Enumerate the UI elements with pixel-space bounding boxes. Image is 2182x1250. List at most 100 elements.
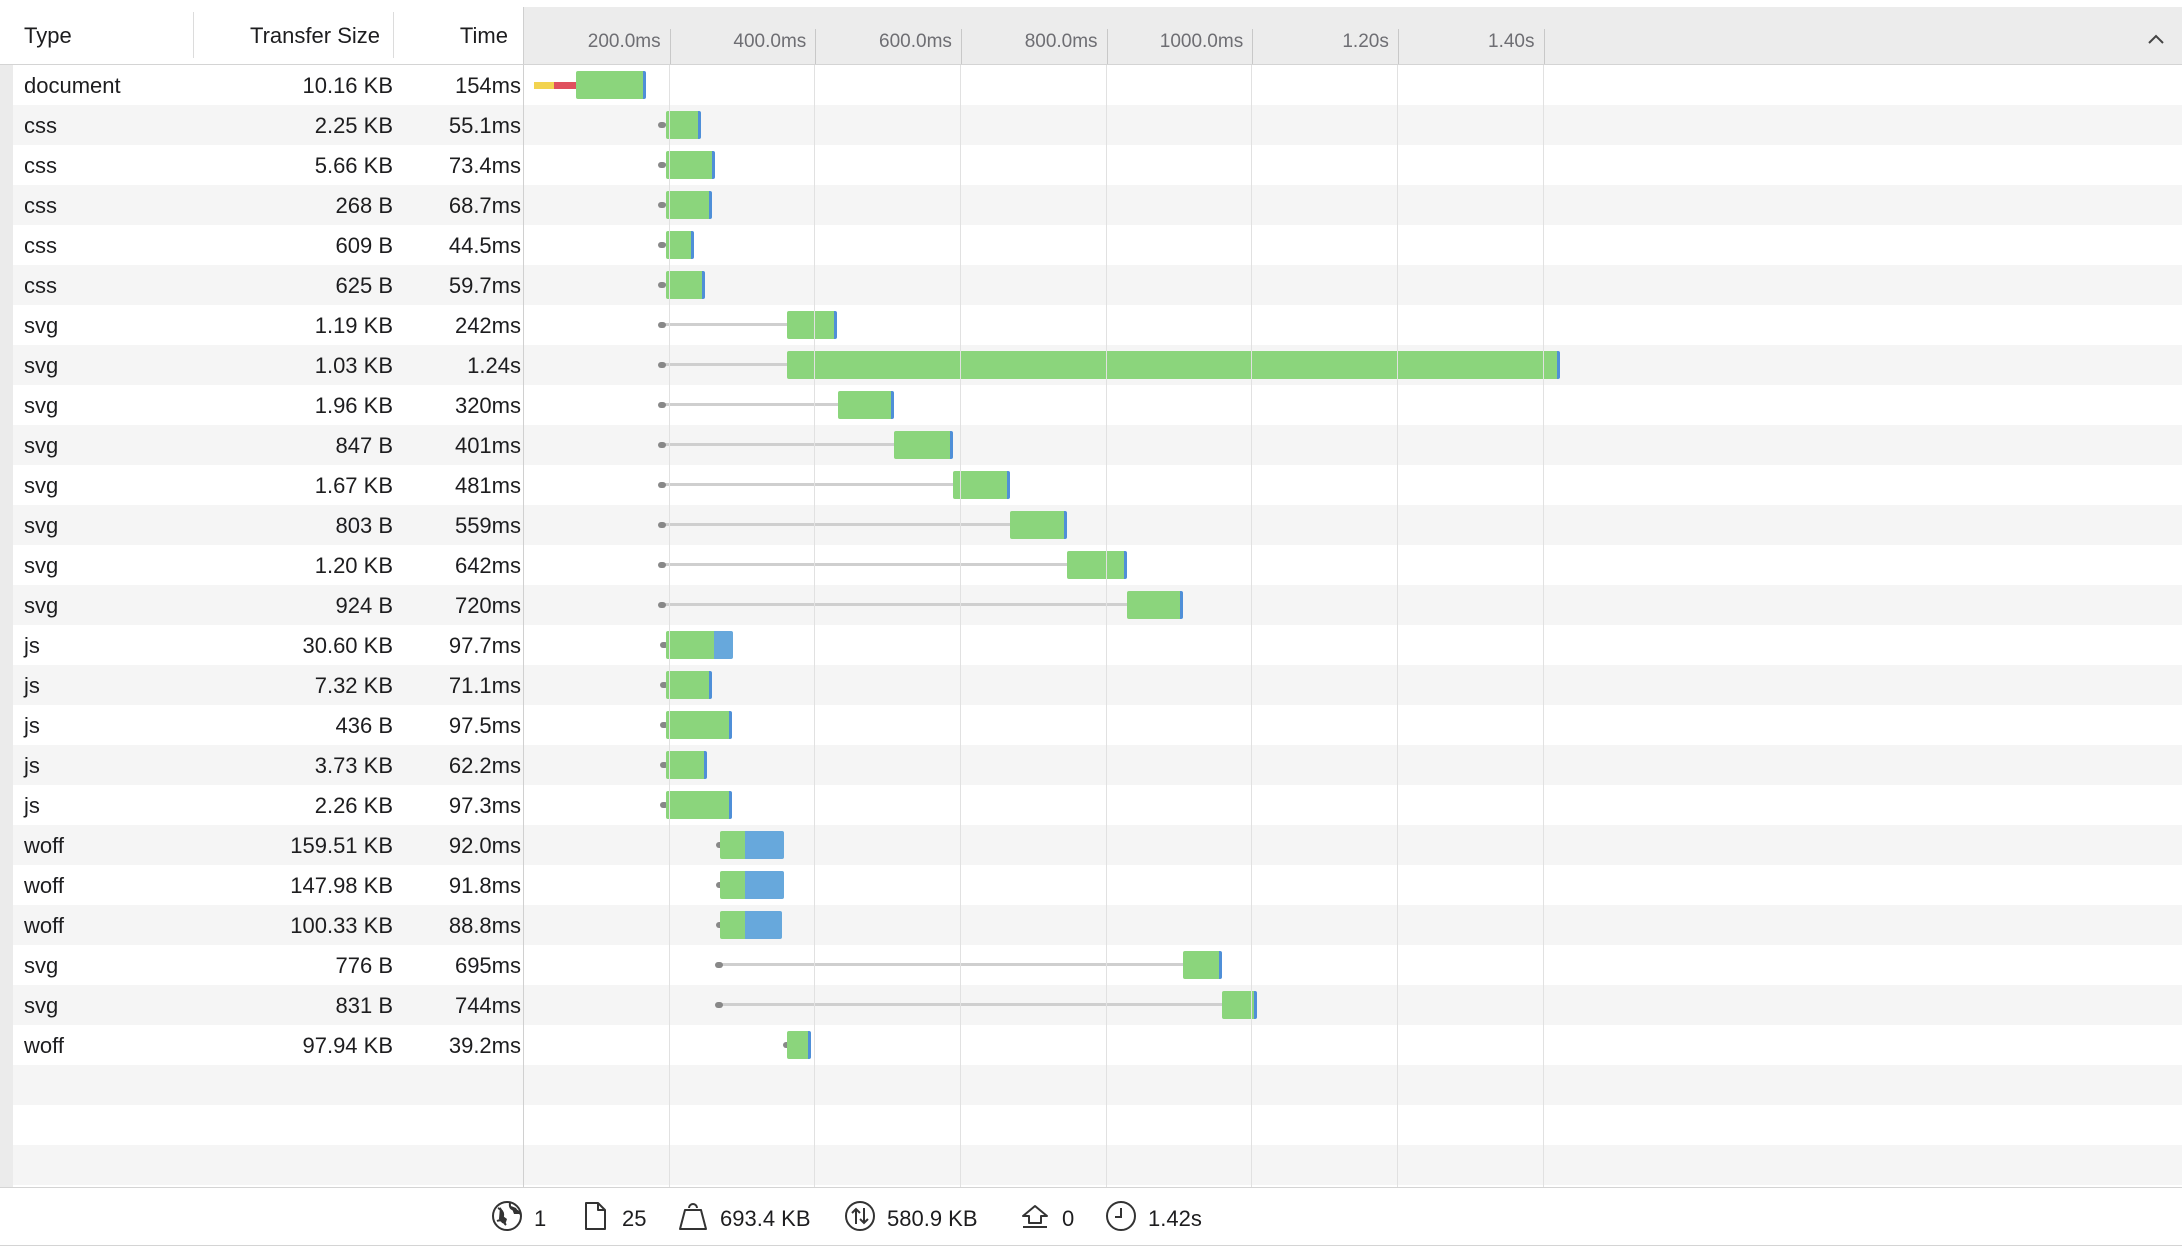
request-transfer-size: 268 B: [335, 193, 394, 218]
waiting-segment: [1183, 951, 1220, 979]
waiting-segment: [666, 111, 699, 139]
request-row[interactable]: css 5.66 KB 73.4ms: [13, 145, 2182, 185]
request-row[interactable]: svg 803 B 559ms: [13, 505, 2182, 545]
empty-row: [13, 1105, 2182, 1145]
request-timing-bar[interactable]: [720, 911, 782, 939]
request-timing-bar[interactable]: [666, 671, 713, 699]
request-timing-bar[interactable]: [952, 471, 1011, 499]
request-type: js: [24, 793, 40, 818]
receiving-segment: [745, 911, 782, 939]
request-timing-bar[interactable]: [786, 311, 837, 339]
request-timing-bar[interactable]: [666, 711, 732, 739]
request-type: css: [24, 113, 57, 138]
request-row[interactable]: svg 924 B 720ms: [13, 585, 2182, 625]
request-row[interactable]: svg 1.67 KB 481ms: [13, 465, 2182, 505]
request-row[interactable]: svg 847 B 401ms: [13, 425, 2182, 465]
receiving-segment: [808, 1031, 812, 1059]
request-row[interactable]: js 436 B 97.5ms: [13, 705, 2182, 745]
receiving-segment: [728, 791, 732, 819]
request-timing-bar[interactable]: [666, 151, 715, 179]
waiting-segment: [666, 151, 712, 179]
request-time: 154ms: [454, 73, 521, 98]
domains-count: 1: [534, 1206, 547, 1231]
request-timing-bar[interactable]: [666, 751, 708, 779]
request-row[interactable]: js 2.26 KB 97.3ms: [13, 785, 2182, 825]
request-row[interactable]: js 30.60 KB 97.7ms: [13, 625, 2182, 665]
request-type: svg: [24, 593, 59, 618]
queue-segment: [660, 323, 787, 326]
request-timing-bar[interactable]: [894, 431, 953, 459]
request-timing-bar[interactable]: [666, 631, 734, 659]
request-timing-bar[interactable]: [576, 71, 647, 99]
request-row[interactable]: woff 147.98 KB 91.8ms: [13, 865, 2182, 905]
column-separator[interactable]: [393, 12, 394, 58]
chevron-up-icon[interactable]: [2142, 29, 2170, 57]
request-row[interactable]: svg 831 B 744ms: [13, 985, 2182, 1025]
column-header-transfer-size[interactable]: Transfer Size: [249, 23, 380, 48]
request-time: 71.1ms: [448, 673, 521, 698]
request-transfer-size: 5.66 KB: [314, 153, 393, 178]
request-timing-bar[interactable]: [786, 351, 1560, 379]
request-timing-bar[interactable]: [720, 871, 785, 899]
request-transfer-size: 776 B: [335, 953, 394, 978]
request-timing-bar[interactable]: [1010, 511, 1067, 539]
request-row[interactable]: woff 97.94 KB 39.2ms: [13, 1025, 2182, 1065]
request-timing-bar[interactable]: [666, 191, 713, 219]
request-timing-bar[interactable]: [720, 831, 785, 859]
request-timing-bar[interactable]: [1127, 591, 1184, 619]
request-time: 97.5ms: [448, 713, 521, 738]
column-separator[interactable]: [193, 12, 194, 58]
request-row[interactable]: svg 1.19 KB 242ms: [13, 305, 2182, 345]
request-row[interactable]: woff 159.51 KB 92.0ms: [13, 825, 2182, 865]
request-row[interactable]: css 2.25 KB 55.1ms: [13, 105, 2182, 145]
request-row[interactable]: woff 100.33 KB 88.8ms: [13, 905, 2182, 945]
stall-marker: [658, 162, 667, 168]
request-row[interactable]: document 10.16 KB 154ms: [13, 65, 2182, 105]
request-transfer-size: 2.26 KB: [314, 793, 393, 818]
request-timing-bar[interactable]: [1066, 551, 1128, 579]
stall-marker: [657, 362, 666, 368]
request-time: 97.7ms: [448, 633, 521, 658]
request-timing-bar[interactable]: [666, 231, 695, 259]
request-row[interactable]: svg 1.03 KB 1.24s: [13, 345, 2182, 385]
request-row[interactable]: svg 1.20 KB 642ms: [13, 545, 2182, 585]
stall-marker: [715, 962, 724, 968]
waiting-segment: [786, 311, 834, 339]
stall-marker: [659, 682, 668, 688]
load-time-value: 1.42s: [1148, 1206, 1202, 1231]
request-row[interactable]: js 7.32 KB 71.1ms: [13, 665, 2182, 705]
column-header-time[interactable]: Time: [459, 23, 508, 48]
redirect-icon: [1018, 1199, 1062, 1239]
request-row[interactable]: css 609 B 44.5ms: [13, 225, 2182, 265]
receiving-segment: [711, 151, 715, 179]
request-timing-bar[interactable]: [787, 1031, 812, 1059]
timeline-tick-line: [1397, 29, 1399, 64]
request-row[interactable]: css 625 B 59.7ms: [13, 265, 2182, 305]
document-icon: [578, 1199, 622, 1239]
waterfall-grid: document 10.16 KB 154ms css 2.25 KB 55.1ms css…: [0, 65, 2182, 1187]
receiving-segment: [1254, 991, 1258, 1019]
stall-marker: [657, 522, 666, 528]
waiting-segment: [787, 1031, 809, 1059]
receiving-segment: [891, 391, 895, 419]
request-time: 73.4ms: [448, 153, 521, 178]
column-header-type[interactable]: Type: [24, 23, 72, 48]
timeline-tick-line: [1543, 29, 1545, 64]
request-row[interactable]: svg 776 B 695ms: [13, 945, 2182, 985]
waiting-segment: [666, 751, 705, 779]
receiving-segment: [1219, 951, 1223, 979]
request-timing-bar[interactable]: [666, 271, 706, 299]
request-transfer-size: 924 B: [335, 593, 394, 618]
request-row[interactable]: js 3.73 KB 62.2ms: [13, 745, 2182, 785]
request-time: 242ms: [454, 313, 521, 338]
request-time: 68.7ms: [448, 193, 521, 218]
request-timing-bar[interactable]: [666, 791, 732, 819]
dns-segment: [533, 82, 554, 89]
request-timing-bar[interactable]: [1183, 951, 1223, 979]
request-timing-bar[interactable]: [1222, 991, 1258, 1019]
request-timing-bar[interactable]: [838, 391, 895, 419]
request-timing-bar[interactable]: [666, 111, 702, 139]
request-row[interactable]: css 268 B 68.7ms: [13, 185, 2182, 225]
request-time: 97.3ms: [448, 793, 521, 818]
request-row[interactable]: svg 1.96 KB 320ms: [13, 385, 2182, 425]
